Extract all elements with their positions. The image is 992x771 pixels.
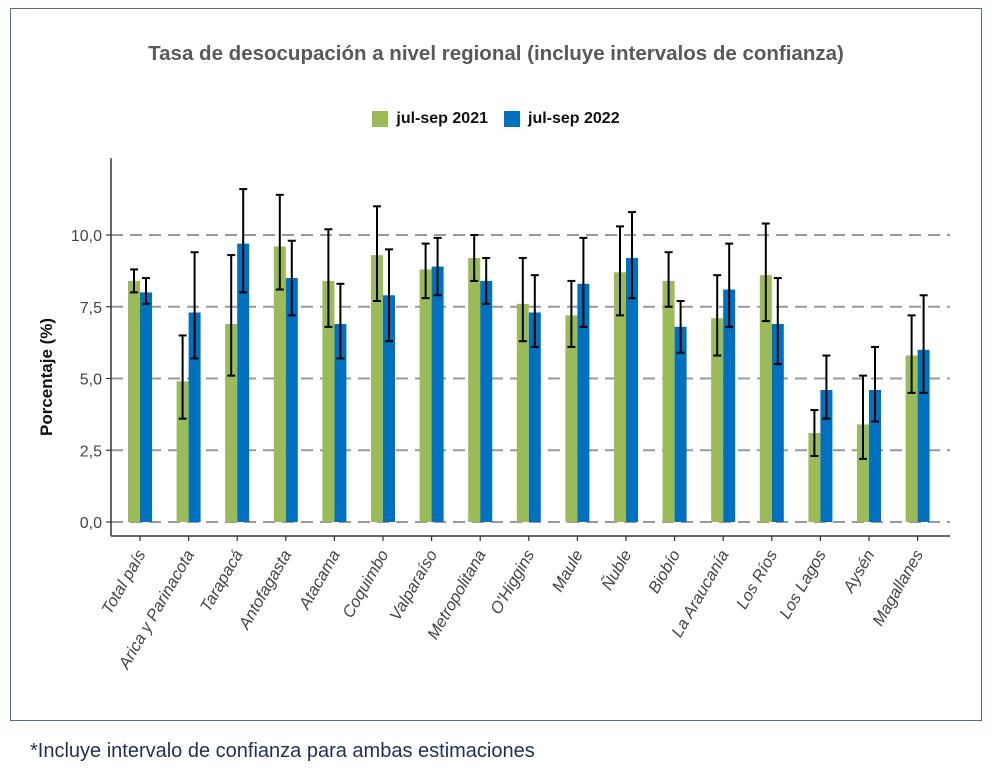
bar-2022 xyxy=(577,283,590,522)
bar-2022 xyxy=(723,289,736,522)
bar-2021 xyxy=(711,318,724,522)
x-tick-label: Biobío xyxy=(645,547,684,597)
x-tick-label: Magallanes xyxy=(869,547,927,629)
legend-swatch-2021 xyxy=(372,111,389,127)
bar-2022 xyxy=(334,323,347,522)
x-tick-label: Tarapacá xyxy=(197,547,247,615)
y-tick-label: 5,0 xyxy=(80,372,102,389)
bar-2022 xyxy=(140,292,152,522)
footnote: *Incluye intervalo de confianza para amb… xyxy=(30,740,535,762)
bar-2022 xyxy=(771,323,784,522)
bar-2021 xyxy=(419,269,432,522)
bar-2021 xyxy=(273,246,286,523)
x-tick-label: Maule xyxy=(549,547,587,595)
bar-2022 xyxy=(383,295,395,522)
bar-2021 xyxy=(176,381,189,522)
chart-legend: jul-sep 2021 jul-sep 2022 xyxy=(0,110,992,128)
bar-2021 xyxy=(225,323,238,522)
bar-2021 xyxy=(905,355,918,522)
bar-2021 xyxy=(322,280,335,522)
bar-2022 xyxy=(237,243,250,523)
bar-2022 xyxy=(431,266,444,522)
chart-title: Tasa de desocupación a nivel regional (i… xyxy=(148,42,844,65)
y-tick-label: 7,5 xyxy=(80,300,102,317)
x-tick-label: Atacama xyxy=(295,547,344,613)
legend-label-2022: jul-sep 2022 xyxy=(528,110,620,127)
bar-2022 xyxy=(188,312,201,522)
bar-2022 xyxy=(480,280,493,522)
y-tick-label: 2,5 xyxy=(80,443,102,460)
x-tick-label: Ñuble xyxy=(597,547,635,594)
bar-2021 xyxy=(565,315,578,522)
x-tick-label: Total país xyxy=(98,547,149,617)
bar-2021 xyxy=(468,257,481,522)
x-tick-label: Los Lagos xyxy=(776,547,830,622)
bar-2021 xyxy=(662,280,675,522)
bar-2022 xyxy=(674,326,687,522)
y-tick-label: 0,0 xyxy=(80,515,102,532)
x-tick-label: Coquimbo xyxy=(339,547,392,621)
bar-2022 xyxy=(820,389,833,522)
bar-2021 xyxy=(614,272,626,522)
bar-2021 xyxy=(759,275,772,522)
bar-2022 xyxy=(626,257,638,522)
bar-2022 xyxy=(528,312,541,522)
legend-label-2021: jul-sep 2021 xyxy=(396,110,488,127)
bar-2022 xyxy=(869,389,881,522)
bar-2022 xyxy=(285,278,298,522)
legend-item-2021: jul-sep 2021 xyxy=(372,110,488,128)
bar-2021 xyxy=(128,280,140,522)
chart-frame xyxy=(10,8,982,721)
x-tick-label: O'Higgins xyxy=(487,547,538,618)
bar-2021 xyxy=(371,255,383,522)
x-tick-label: Aysén xyxy=(840,547,879,596)
x-tick-label: Los Ríos xyxy=(733,547,781,612)
y-tick-label: 10,0 xyxy=(71,228,102,245)
legend-swatch-2022 xyxy=(504,111,520,127)
x-tick-label: Valparaíso xyxy=(386,547,441,624)
bar-2021 xyxy=(857,424,869,522)
bar-2021 xyxy=(516,303,529,522)
legend-item-2022: jul-sep 2022 xyxy=(504,110,620,128)
